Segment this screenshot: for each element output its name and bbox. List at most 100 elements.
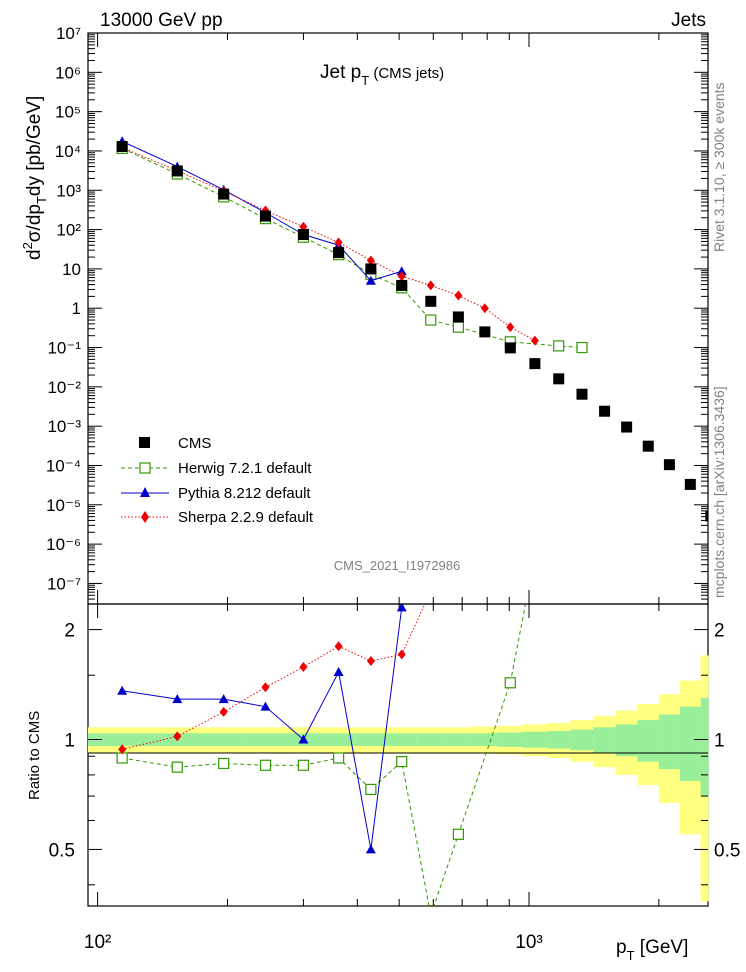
cms-point	[333, 247, 345, 259]
band-inner-9	[444, 733, 473, 746]
cms-point	[452, 311, 464, 323]
y-axis-label: d2σ/dpTdy [pb/GeV]	[20, 96, 49, 260]
legend-pythia-marker	[140, 487, 150, 497]
ratio-tick-label-right: 2	[714, 621, 725, 642]
series-point	[480, 303, 489, 314]
ratio-point	[365, 783, 377, 796]
mcplots-label: mcplots.cern.ch [arXiv:1306.3436]	[711, 386, 727, 598]
cms-point	[642, 440, 654, 452]
ratio-line-1	[122, 607, 403, 850]
ratio-point	[531, 523, 539, 533]
series-point	[553, 340, 565, 352]
legend-cms-label: CMS	[178, 435, 211, 452]
y-tick-label: 10⁶	[55, 63, 81, 82]
y-tick-label: 1	[72, 299, 81, 318]
ratio-point	[334, 641, 343, 652]
legend-sherpa-marker	[141, 511, 149, 523]
series-line-1	[121, 140, 402, 282]
cms-point	[684, 478, 696, 490]
y-tick-label: 10⁻⁷	[47, 574, 81, 593]
ratio-point	[298, 734, 309, 744]
ratio-tick-label: 2	[64, 621, 75, 642]
band-inner-8	[416, 733, 446, 746]
cms-point	[479, 326, 491, 338]
cms-point	[576, 388, 588, 400]
band-inner-16	[615, 724, 638, 757]
cms-point	[218, 188, 230, 200]
series-point	[452, 321, 464, 333]
ratio-point	[299, 661, 308, 672]
band-inner-14	[570, 729, 594, 751]
band-inner-12	[522, 731, 548, 748]
y-tick-label: 10⁻⁶	[46, 535, 81, 554]
ratio-point	[452, 828, 464, 840]
ratio-point	[259, 759, 272, 771]
y-tick-label: 10⁻⁴	[46, 456, 81, 475]
main-series-group	[116, 136, 708, 522]
plot-title: Jet pT (CMS jets)	[320, 62, 444, 88]
y-tick-label: 10⁷	[56, 24, 81, 43]
plot-title-main: Jet p	[320, 62, 361, 83]
band-inner-11	[497, 732, 524, 747]
band-inner-7	[386, 733, 417, 746]
ratio-line-2	[122, 604, 426, 750]
ratio-point	[426, 910, 436, 920]
band-inner-5	[321, 733, 356, 746]
ratio-point	[506, 540, 514, 550]
series-point	[530, 335, 539, 346]
y-tick-label: 10⁻⁵	[46, 496, 81, 515]
cms-point	[171, 165, 183, 177]
y-tick-label: 10	[62, 260, 81, 279]
cms-point	[504, 342, 516, 354]
ratio-tick-label-right: 0.5	[714, 840, 740, 861]
series-point	[426, 280, 435, 291]
ratio-point	[218, 694, 229, 704]
series-line-2	[121, 147, 536, 342]
x-tick-label: 10²	[84, 932, 111, 953]
legend-herwig-marker	[139, 462, 151, 474]
ratio-y-axis-label: Ratio to CMS	[26, 711, 43, 800]
data-series	[116, 136, 708, 920]
series-point	[365, 275, 376, 285]
series-point	[454, 290, 463, 301]
ratio-line-0	[122, 604, 527, 906]
ratio-point	[366, 656, 375, 667]
cms-point	[621, 421, 633, 433]
ratio-tick-label: 1	[64, 731, 75, 752]
ratio-point	[427, 586, 435, 596]
plot-title-suffix: (CMS jets)	[369, 65, 444, 82]
ratio-point	[481, 515, 489, 525]
cms-point	[396, 279, 408, 291]
cms-point	[663, 459, 675, 471]
y-tick-label: 10⁵	[55, 103, 81, 122]
band-inner-3	[244, 733, 285, 746]
legend-pythia-label: Pythia 8.212 default	[178, 485, 311, 502]
y-tick-label: 10⁻¹	[47, 339, 81, 358]
band-inner-2	[200, 733, 246, 746]
cms-point	[553, 373, 565, 385]
band-inner-15	[593, 727, 617, 753]
legend-herwig-label: Herwig 7.2.1 default	[178, 460, 312, 477]
header-right: Jets	[671, 10, 706, 31]
ratio-point	[396, 755, 408, 768]
band-inner-18	[658, 714, 681, 770]
analysis-id: CMS_2021_I1972986	[334, 558, 461, 573]
series-point	[397, 271, 406, 282]
ratio-point	[261, 682, 270, 693]
header-left: 13000 GeV pp	[100, 10, 223, 31]
ratio-point	[333, 752, 345, 764]
cms-point	[705, 510, 708, 522]
y-tick-label: 10⁴	[55, 142, 81, 161]
ratio-point	[260, 701, 271, 711]
y-tick-label: 10⁻³	[47, 417, 81, 436]
ratio-series-group	[116, 515, 539, 920]
ratio-tick-label-right: 1	[714, 731, 725, 752]
ratio-point	[504, 677, 516, 689]
plot-title-sub: T	[361, 73, 369, 88]
ratio-point	[172, 694, 183, 704]
ratio-tick-label: 0.5	[49, 840, 75, 861]
ratio-point	[219, 706, 228, 717]
ratio-point	[333, 667, 344, 677]
cms-point	[599, 405, 611, 417]
